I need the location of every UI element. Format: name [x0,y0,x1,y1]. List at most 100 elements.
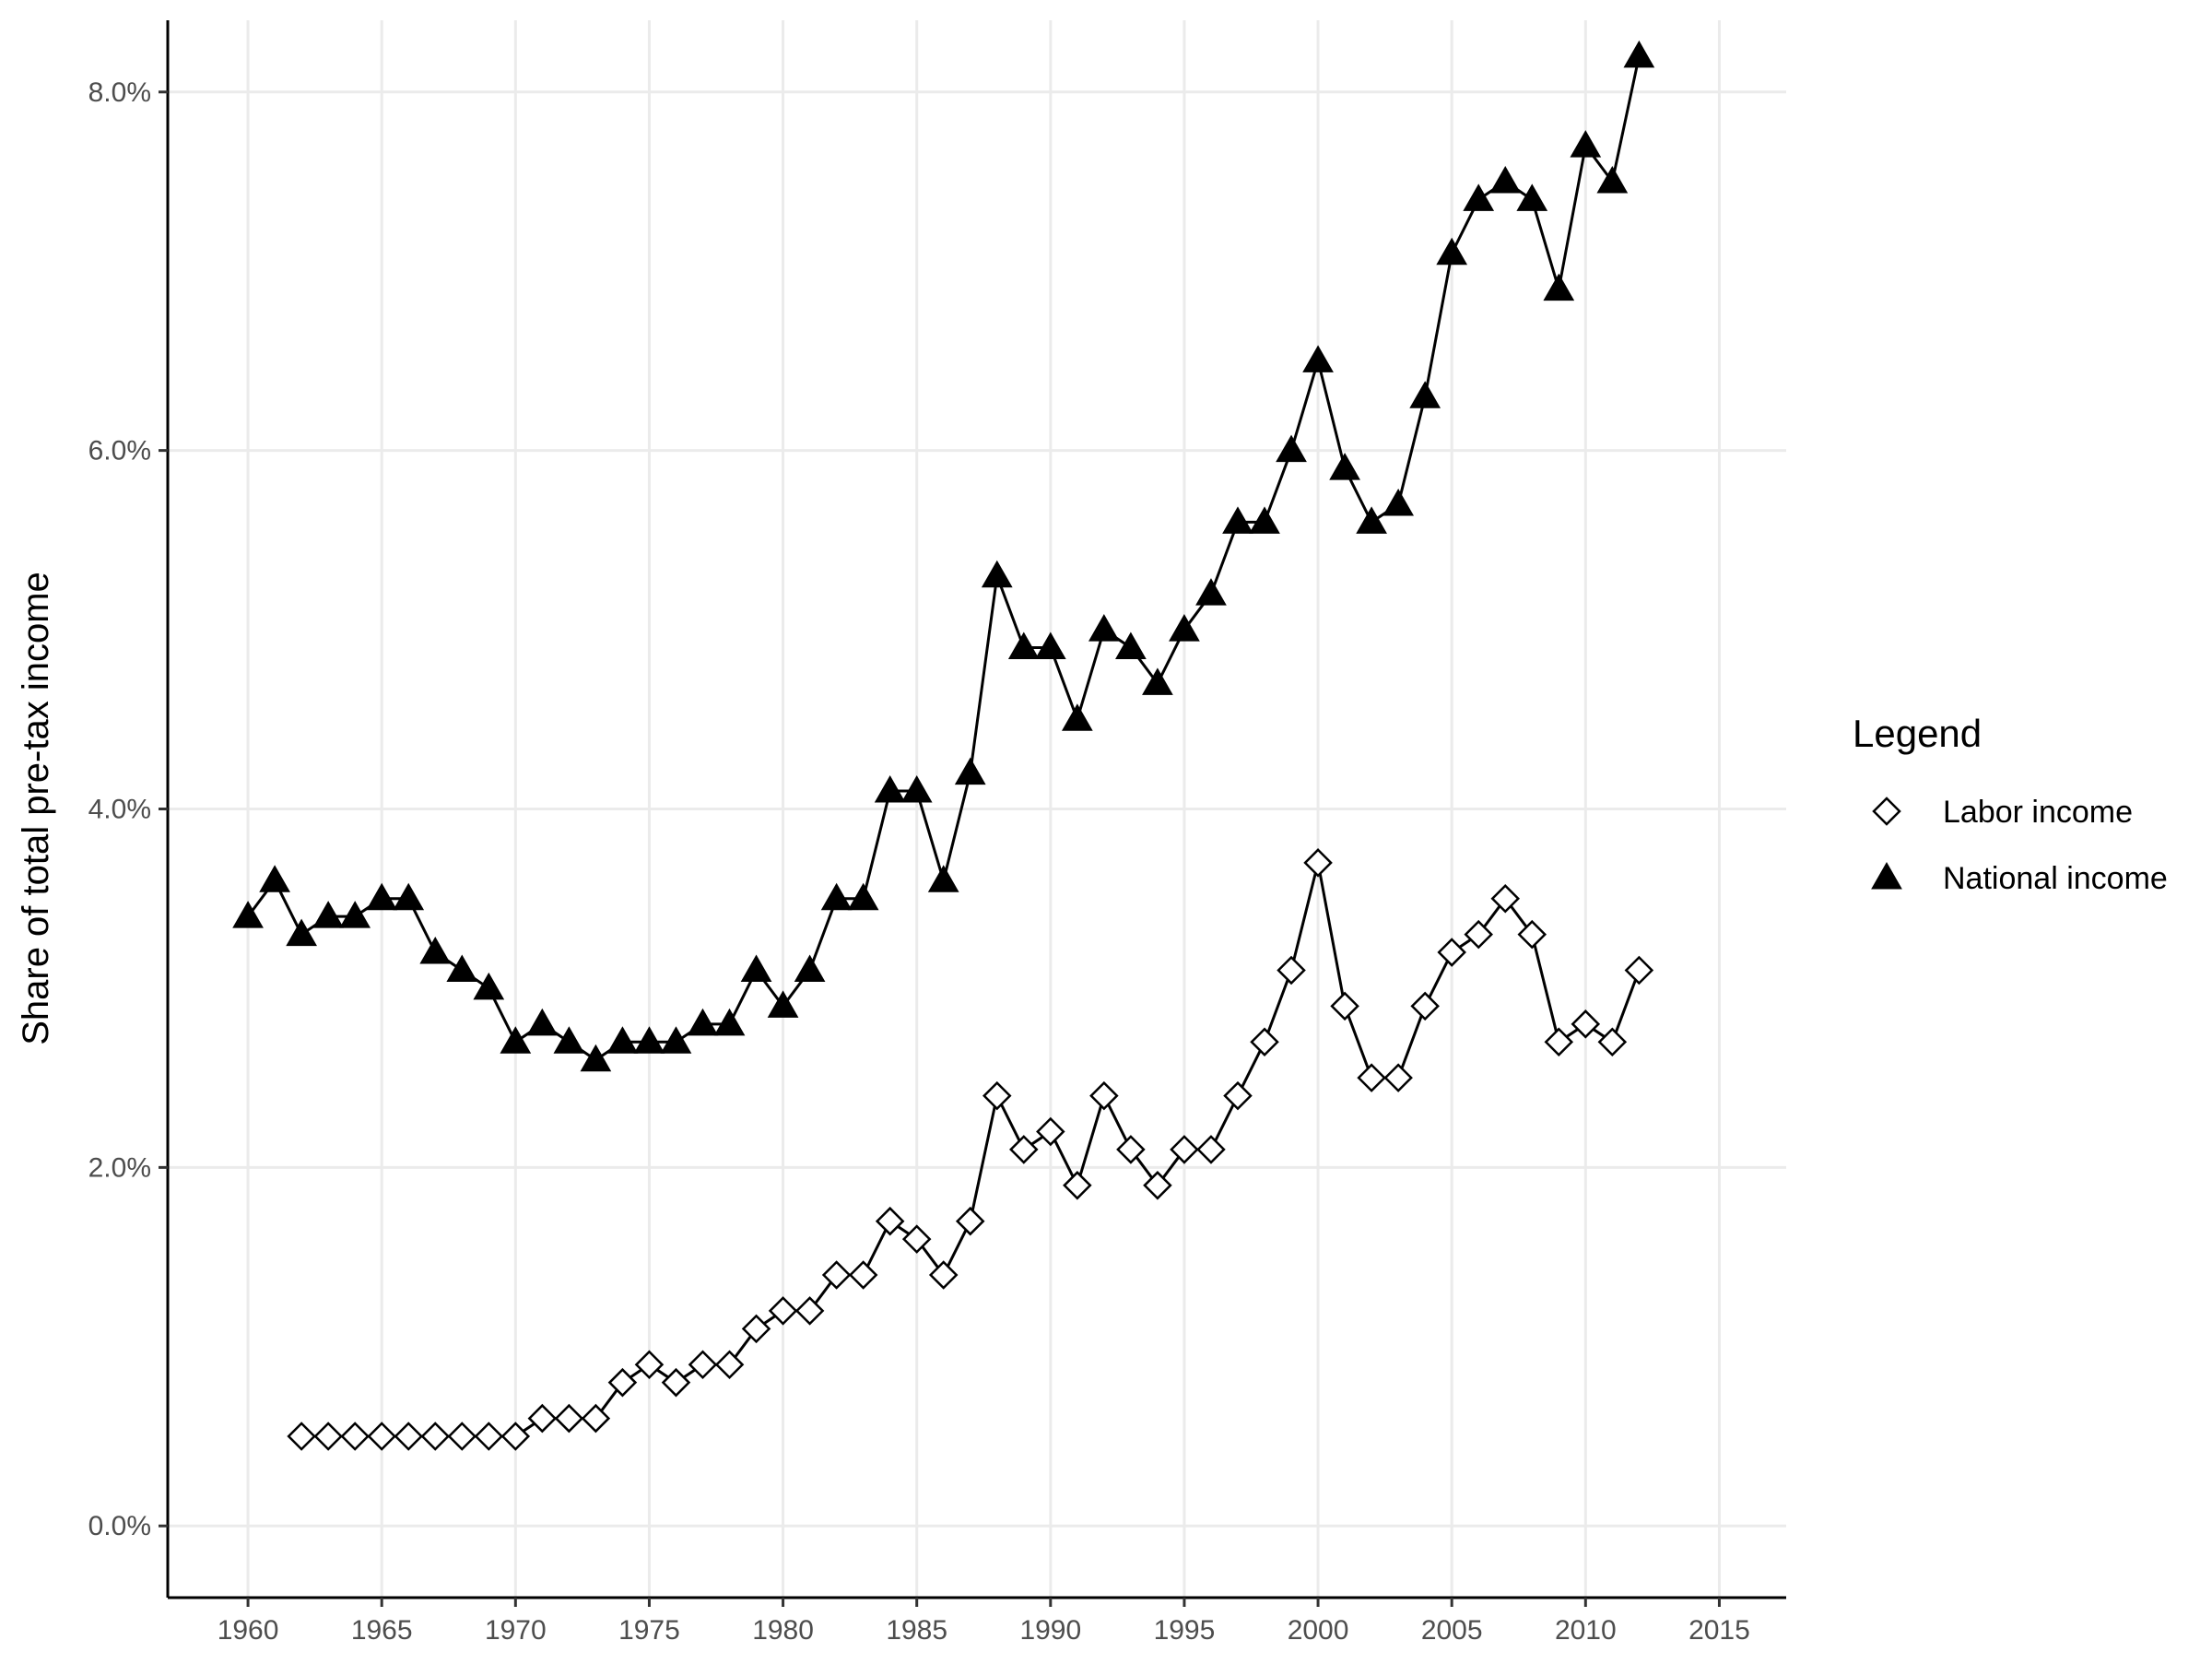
data-point-national-income [954,757,986,785]
data-point-national-income [286,918,317,947]
legend-title: Legend [1853,712,1982,755]
data-point-labor-income [875,1206,905,1236]
data-point-national-income [446,954,478,982]
data-point-national-income [633,1026,665,1054]
y-axis-title: Share of total pre-tax income [16,572,56,1045]
legend-key-national-income [1871,861,1902,890]
data-point-national-income [660,1026,692,1054]
data-point-labor-income [1437,938,1466,967]
data-point-labor-income [527,1403,558,1434]
y-tick-label: 8.0% [88,77,151,108]
data-point-labor-income [1624,955,1654,985]
data-point-national-income [713,1008,746,1036]
data-point-national-income [553,1026,585,1054]
data-point-national-income [1516,183,1548,211]
data-point-national-income [232,901,264,928]
data-point-labor-income [821,1260,852,1290]
data-point-national-income [419,937,452,964]
axis-ticks: 1960 1965 1970 1975 1980 1985 1990 1995 2000 2005… [88,77,1750,1646]
data-point-labor-income [848,1260,878,1290]
data-point-national-income [927,865,959,892]
x-tick-label: 1995 [1154,1615,1216,1646]
data-point-national-income [1169,614,1200,642]
data-point-labor-income [607,1367,638,1398]
data-point-national-income [740,954,772,982]
data-point-national-income [500,1026,532,1054]
data-point-national-income [1436,237,1468,266]
data-point-national-income [473,972,505,1000]
data-point-national-income [1302,345,1334,372]
data-point-national-income [1061,703,1093,731]
data-point-labor-income [287,1422,316,1451]
data-point-labor-income [1357,1063,1386,1092]
data-point-labor-income [447,1422,477,1451]
data-point-national-income [900,775,933,803]
grid-lines [168,20,1786,1598]
x-tick-label: 1975 [618,1615,680,1646]
data-series [232,40,1655,1451]
data-point-national-income [1115,631,1147,660]
data-point-labor-income [1143,1171,1172,1200]
data-point-national-income [312,901,345,928]
data-point-labor-income [634,1350,665,1380]
data-point-national-income [1570,130,1602,158]
data-point-national-income [1329,453,1360,480]
legend-items: Labor income National income [1871,795,2168,896]
data-point-national-income [526,1008,559,1036]
x-tick-label: 1985 [886,1615,947,1646]
data-point-national-income [1356,506,1387,534]
data-point-national-income [259,865,290,892]
x-tick-label: 1990 [1019,1615,1081,1646]
x-tick-label: 2000 [1288,1615,1349,1646]
data-point-labor-income [581,1403,611,1434]
data-point-national-income [1195,578,1227,606]
data-point-labor-income [1009,1135,1039,1164]
data-point-labor-income [367,1422,396,1451]
data-point-national-income [339,901,371,928]
data-point-labor-income [1303,848,1333,878]
data-point-national-income [393,882,425,911]
series-line-labor-income [301,862,1641,1438]
x-tick-label: 2005 [1421,1615,1483,1646]
data-point-labor-income [955,1206,985,1236]
legend: Legend Labor income National income [1853,712,2168,896]
y-tick-label: 4.0% [88,795,151,825]
y-tick-label: 2.0% [88,1152,151,1183]
data-point-national-income [1463,183,1495,211]
series-labor-income [287,848,1654,1451]
y-tick-label: 6.0% [88,436,151,466]
data-point-labor-income [714,1350,745,1380]
data-point-labor-income [1116,1135,1146,1164]
data-point-national-income [1249,506,1280,534]
data-point-labor-income [1277,955,1306,985]
legend-label-labor-income: Labor income [1943,795,2133,830]
x-tick-label: 1980 [752,1615,814,1646]
series-national-income [232,40,1655,1072]
data-point-labor-income [313,1422,343,1451]
data-point-national-income [1088,614,1120,642]
data-point-national-income [580,1044,612,1072]
data-point-labor-income [1517,919,1547,950]
x-tick-label: 1965 [351,1615,413,1646]
data-point-labor-income [1170,1135,1199,1164]
data-point-national-income [687,1008,719,1036]
data-point-national-income [794,954,826,982]
data-point-labor-income [1383,1063,1413,1092]
data-point-national-income [874,775,906,803]
data-point-national-income [606,1026,639,1054]
data-point-national-income [1007,631,1040,660]
data-point-labor-income [928,1260,959,1290]
data-point-national-income [767,990,799,1018]
data-point-labor-income [554,1403,584,1434]
data-point-labor-income [1036,1116,1065,1147]
legend-label-national-income: National income [1943,861,2168,896]
data-point-national-income [820,882,853,911]
data-point-labor-income [1089,1080,1119,1111]
data-point-labor-income [1490,883,1521,914]
data-point-national-income [366,882,398,911]
x-tick-label: 2010 [1555,1615,1617,1646]
series-line-national-income [246,55,1641,1062]
data-point-national-income [1142,667,1173,695]
legend-key-labor-income [1872,797,1901,826]
